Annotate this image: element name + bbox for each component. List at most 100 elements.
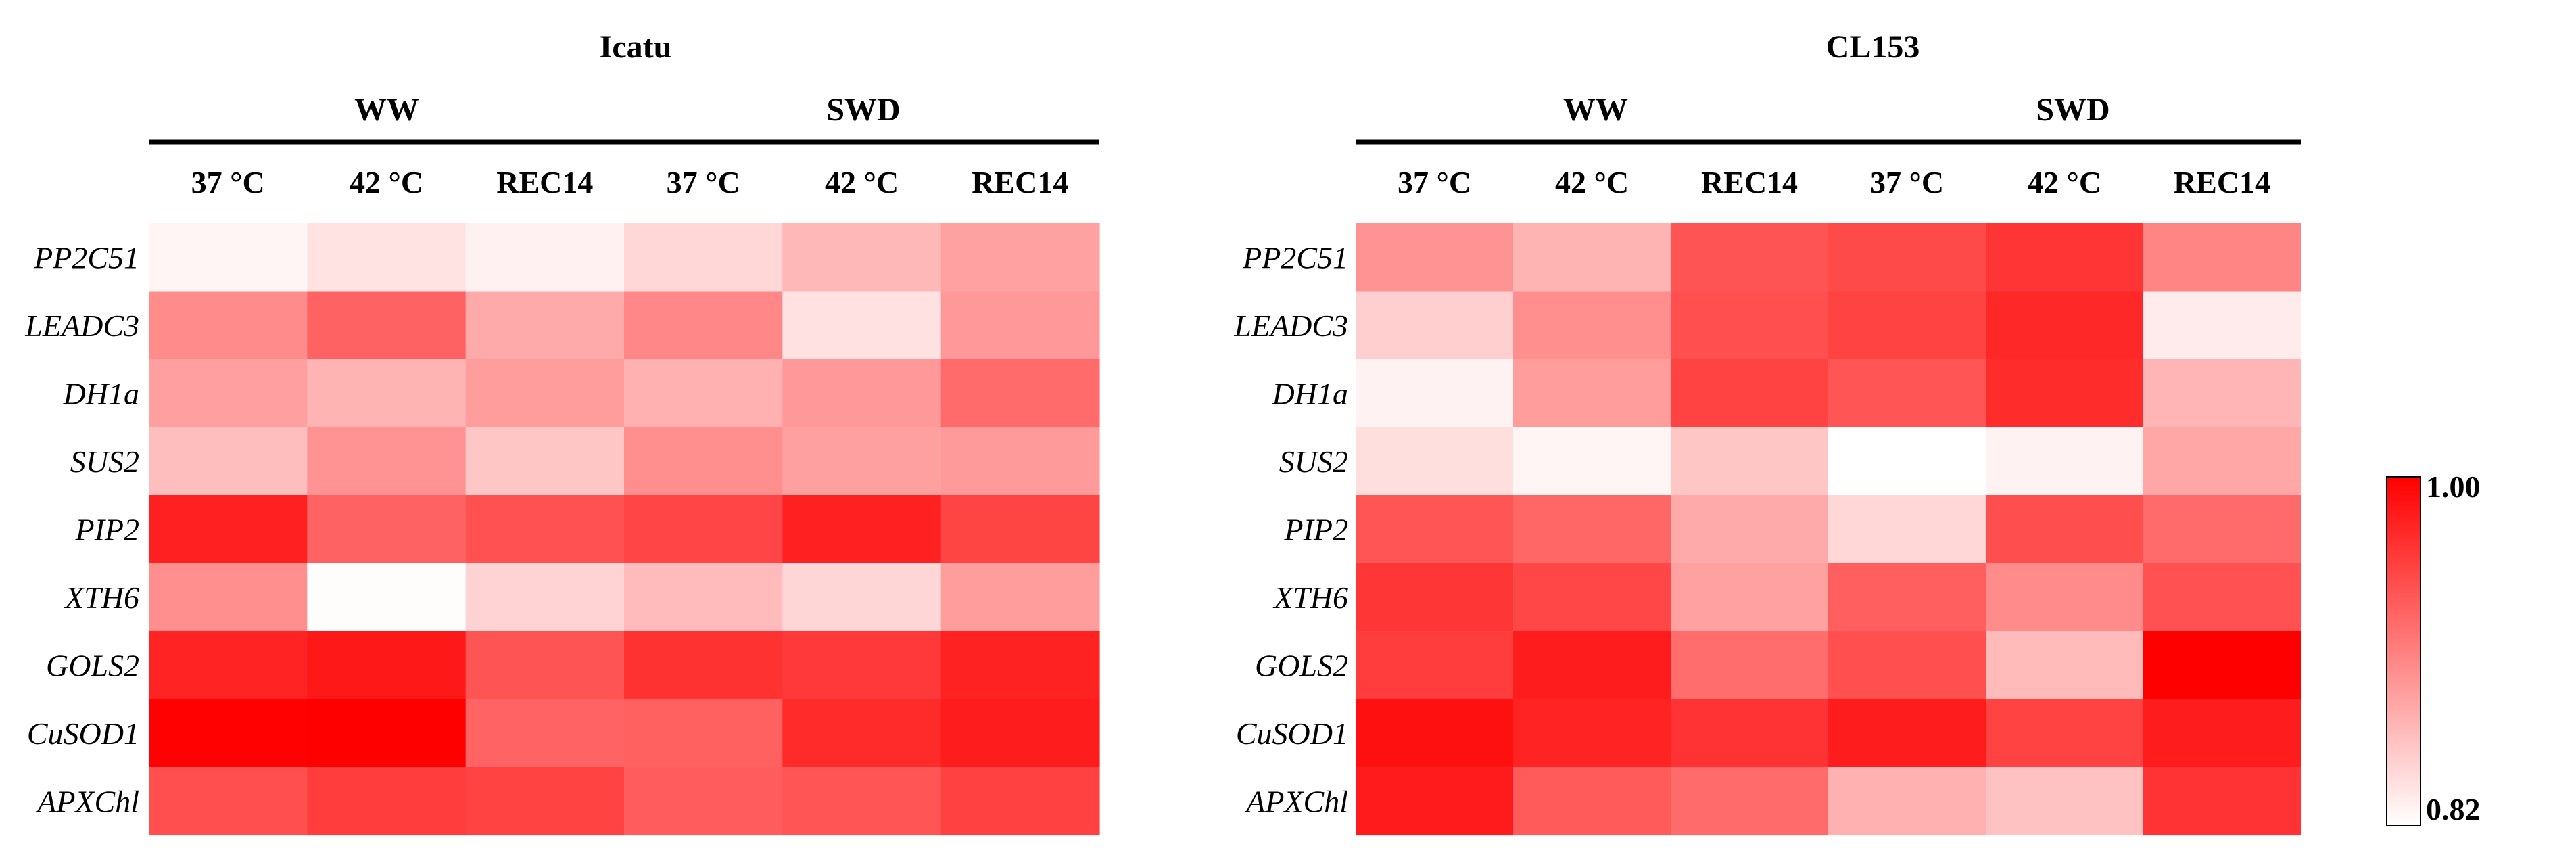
heatmap-cell <box>1671 359 1829 428</box>
column-label-ww-42-c: 42 °C <box>1555 165 1629 200</box>
heatmap-cell <box>1671 291 1829 360</box>
heatmap-cells <box>149 223 1100 836</box>
heatmap-cell <box>2143 223 2301 292</box>
heatmap-cell <box>782 563 942 632</box>
heatmap-cell <box>307 563 467 632</box>
heatmap-cell <box>1986 223 2144 292</box>
row-label-pp2c51: PP2C51 <box>1242 240 1348 275</box>
heatmap-cell <box>465 563 625 632</box>
column-label-swd-37-c: 37 °C <box>667 165 740 200</box>
heatmap-cell <box>1356 291 1514 360</box>
heatmap-cell <box>782 699 942 768</box>
row-label-dh1a: DH1a <box>1272 376 1348 411</box>
row-label-apxchl: APXChl <box>35 784 139 818</box>
heatmap-cell <box>2143 699 2301 768</box>
heatmap-cell <box>940 291 1100 360</box>
column-label-swd-rec14: REC14 <box>2174 165 2270 200</box>
heatmap-cell <box>465 495 625 564</box>
heatmap-cell <box>1828 291 1986 360</box>
row-label-leadc3: LEADC3 <box>1233 308 1348 343</box>
heatmap-cell <box>149 359 308 428</box>
column-label-swd-42-c: 42 °C <box>825 165 899 200</box>
heatmap-cell <box>2143 291 2301 360</box>
heatmap-cell <box>940 631 1100 700</box>
heatmap-cell <box>1513 359 1671 428</box>
row-label-gols2: GOLS2 <box>46 648 139 682</box>
heatmap-cell <box>940 699 1100 768</box>
heatmap-cell <box>149 291 308 360</box>
heatmap-cell <box>1513 223 1671 292</box>
heatmap-cell <box>307 699 467 768</box>
heatmap-cell <box>940 223 1100 292</box>
heatmap-cell <box>149 223 308 292</box>
row-labels: PP2C51 LEADC3 DH1a SUS2 PIP2 XTH6 GOLS2 CuSOD1 A… <box>24 240 139 818</box>
heatmap-cell <box>2143 495 2301 564</box>
color-scale-bar <box>2386 476 2421 826</box>
heatmap-cell <box>465 359 625 428</box>
heatmap-cell <box>1986 767 2144 836</box>
heatmap-cell <box>1513 631 1671 700</box>
panel-icatu: Icatu WW SWD 37 °C 42 °C REC14 37 °C 42 °C RE… <box>24 29 1100 836</box>
heatmap-cell <box>940 427 1100 496</box>
row-label-xth6: XTH6 <box>1272 580 1348 615</box>
heatmap-cell <box>1986 427 2144 496</box>
heatmap-cell <box>465 631 625 700</box>
heatmap-cell <box>149 495 308 564</box>
row-label-pp2c51: PP2C51 <box>33 240 139 275</box>
heatmap-cell <box>782 767 942 836</box>
row-label-dh1a: DH1a <box>63 376 139 411</box>
column-label-swd-rec14: REC14 <box>972 165 1068 200</box>
heatmap-cell <box>782 427 942 496</box>
heatmap-cell <box>149 427 308 496</box>
heatmap-cell <box>1986 563 2144 632</box>
heatmap-cell <box>1828 767 1986 836</box>
heatmap-cell <box>1986 495 2144 564</box>
heatmap-cell <box>1356 359 1514 428</box>
heatmap-cell <box>624 291 783 360</box>
row-label-leadc3: LEADC3 <box>24 308 139 343</box>
heatmap-cell <box>1356 699 1514 768</box>
panel-cl153: CL153 WW SWD 37 °C 42 °C REC14 37 °C 42 °C RE… <box>1233 29 2301 836</box>
heatmap-cell <box>624 223 783 292</box>
heatmap-cell <box>307 223 467 292</box>
heatmap-cell <box>2143 767 2301 836</box>
heatmap-cell <box>782 223 942 292</box>
column-label-ww-rec14: REC14 <box>1701 165 1798 200</box>
heatmap-cell <box>307 495 467 564</box>
heatmap-cell <box>465 223 625 292</box>
heatmap-cell <box>1828 223 1986 292</box>
heatmap-cell <box>624 767 783 836</box>
heatmap-cell <box>782 495 942 564</box>
heatmap-cell <box>1671 631 1829 700</box>
heatmap-cell <box>1356 223 1514 292</box>
heatmap-cell <box>624 563 783 632</box>
row-label-gols2: GOLS2 <box>1255 648 1348 682</box>
panel-title: Icatu <box>600 29 672 65</box>
row-label-pip2: PIP2 <box>1283 512 1348 547</box>
heatmap-cell <box>465 699 625 768</box>
row-label-apxchl: APXChl <box>1244 784 1348 818</box>
heatmap-cell <box>1356 427 1514 496</box>
heatmap-cell <box>2143 359 2301 428</box>
heatmap-cell <box>782 291 942 360</box>
heatmap-cell <box>149 767 308 836</box>
group-label-ww: WW <box>354 92 419 128</box>
heatmap-cell <box>1513 699 1671 768</box>
heatmap-cell <box>1986 291 2144 360</box>
heatmap-cell <box>1513 427 1671 496</box>
column-labels: 37 °C 42 °C REC14 37 °C 42 °C REC14 <box>191 165 1069 200</box>
heatmap-cell <box>940 563 1100 632</box>
heatmap-cell <box>1356 631 1514 700</box>
row-labels: PP2C51 LEADC3 DH1a SUS2 PIP2 XTH6 GOLS2 CuSOD1 A… <box>1233 240 1348 818</box>
heatmap-cell <box>307 359 467 428</box>
heatmap-cell <box>1671 223 1829 292</box>
color-scale-max-label: 1.00 <box>2426 469 2481 504</box>
heatmap-cells <box>1356 223 2301 836</box>
heatmap-cell <box>1671 767 1829 836</box>
heatmap-cell <box>1986 699 2144 768</box>
heatmap-cell <box>1986 631 2144 700</box>
heatmap-cell <box>465 767 625 836</box>
row-label-pip2: PIP2 <box>74 512 139 547</box>
column-label-swd-37-c: 37 °C <box>1870 165 1944 200</box>
heatmap-cell <box>624 631 783 700</box>
